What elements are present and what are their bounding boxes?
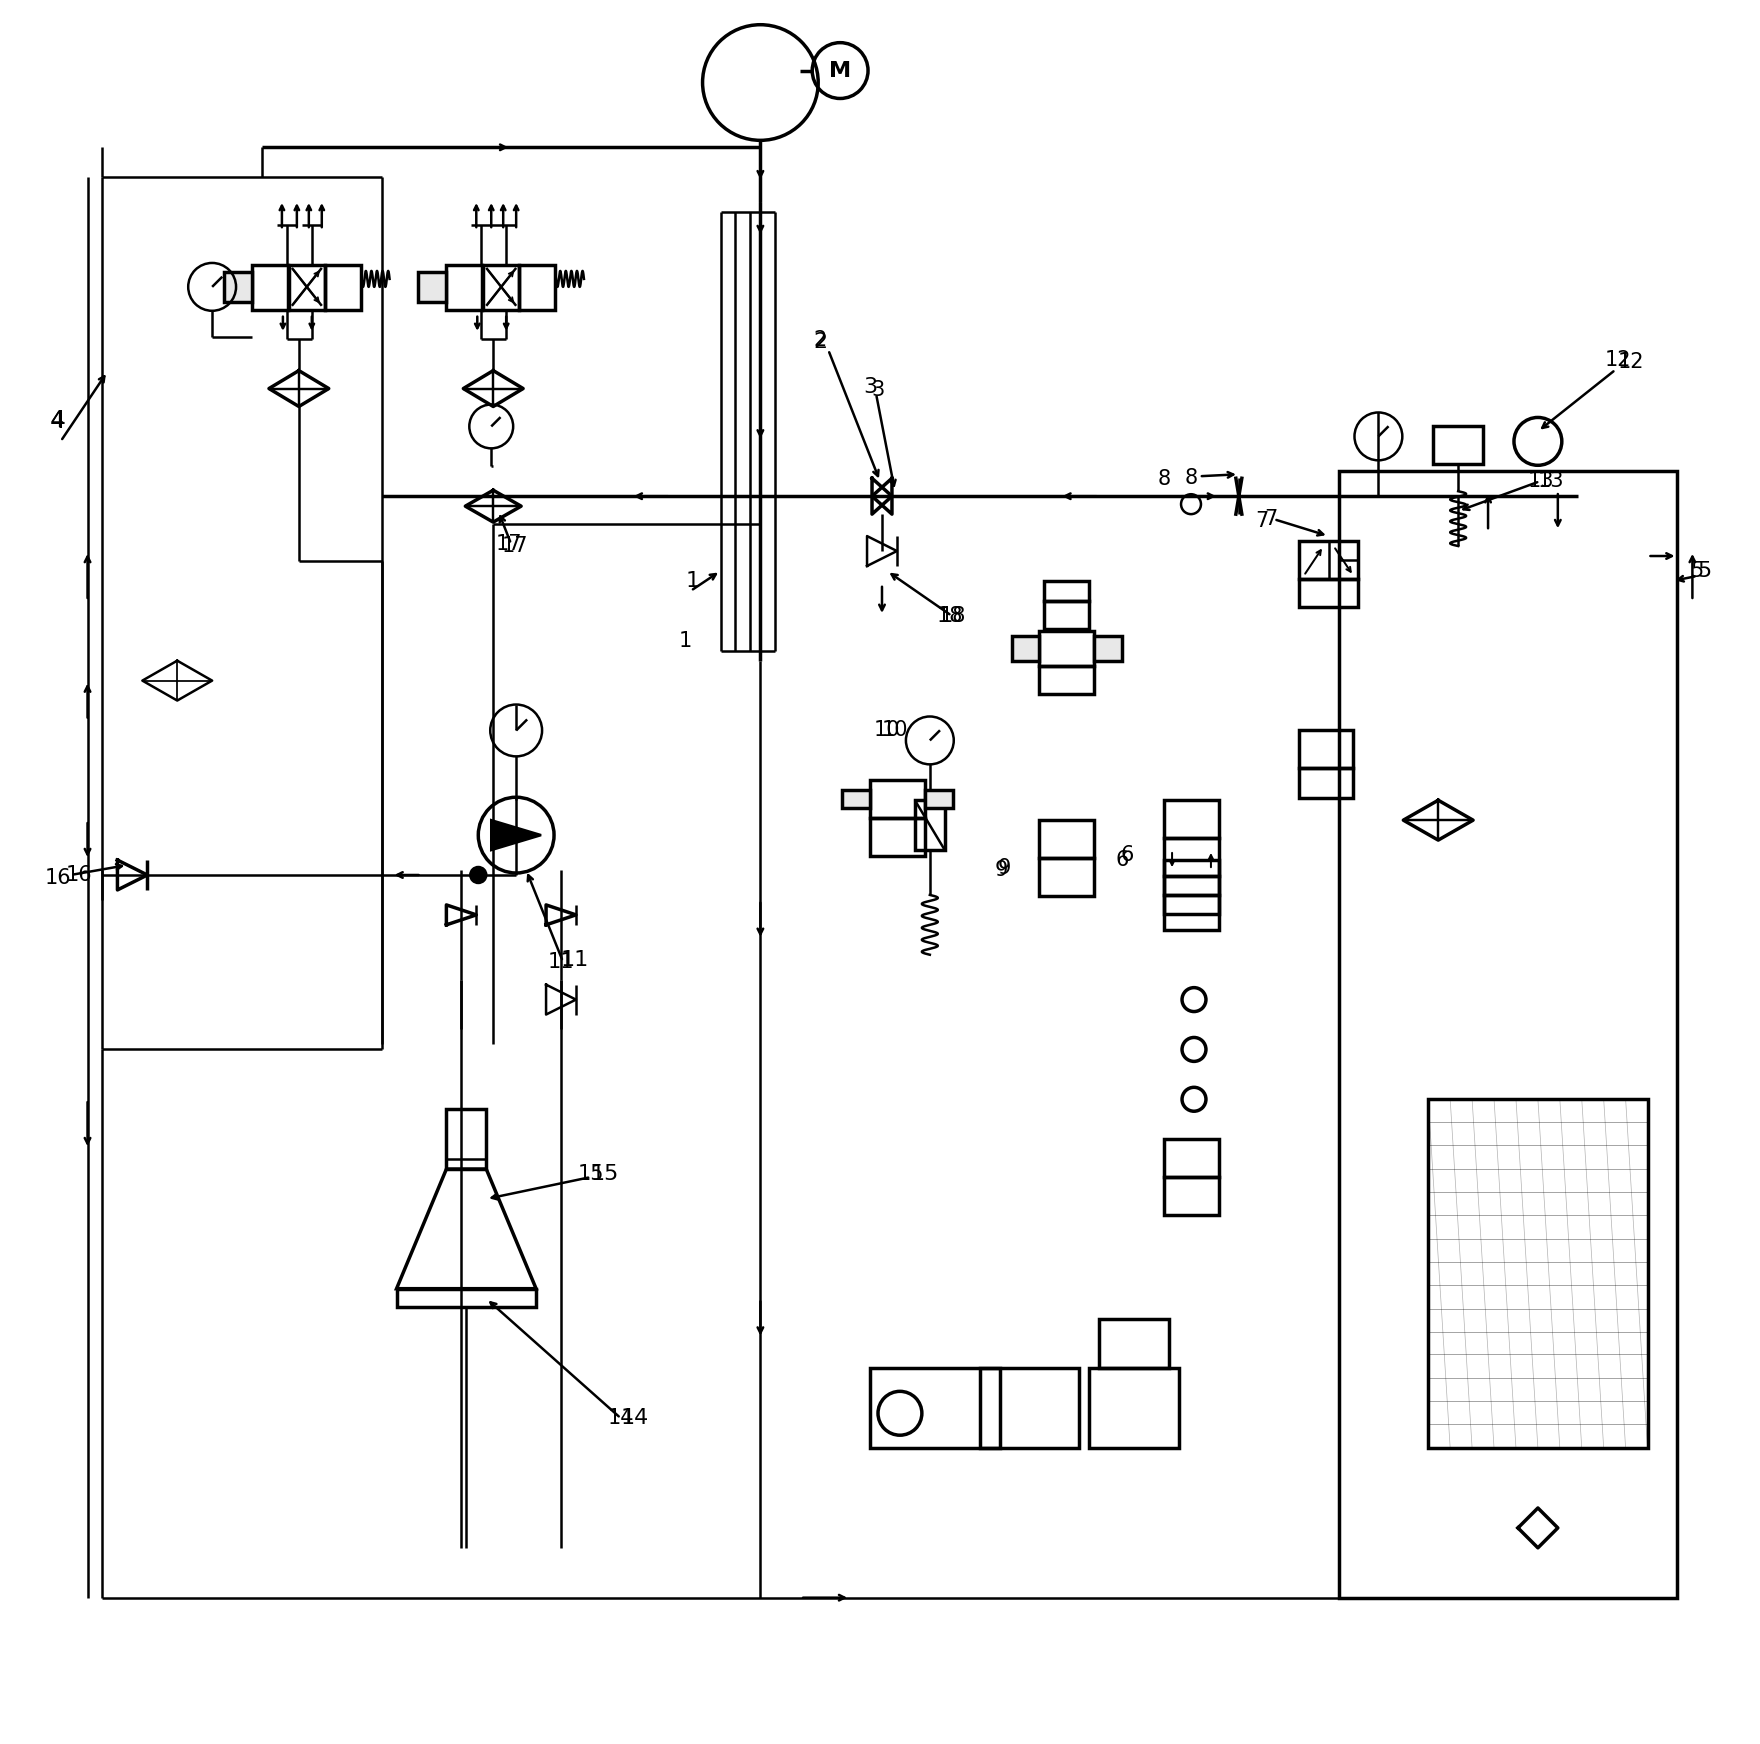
Bar [869, 780, 924, 818]
Bar [1040, 858, 1095, 896]
Bar [252, 265, 289, 310]
Bar [447, 1109, 486, 1168]
Bar [396, 1289, 537, 1306]
Text: 2: 2 [813, 330, 827, 351]
Text: 13: 13 [1538, 471, 1565, 492]
Text: 12: 12 [1605, 349, 1632, 370]
Bar [869, 818, 924, 856]
Text: 10: 10 [873, 720, 899, 741]
Text: 6: 6 [1116, 849, 1130, 870]
Bar [841, 790, 869, 807]
Text: 8: 8 [1184, 467, 1197, 488]
Bar [1163, 895, 1220, 930]
Bar [1163, 1139, 1220, 1177]
Text: 11: 11 [547, 952, 574, 971]
Text: 17: 17 [496, 534, 523, 555]
Bar [419, 272, 447, 302]
Bar [1040, 666, 1095, 694]
Text: 16: 16 [44, 869, 70, 888]
Bar [1299, 541, 1359, 579]
Bar [1339, 471, 1677, 1598]
Text: 7: 7 [1264, 509, 1278, 528]
Bar [289, 265, 326, 310]
Bar [1163, 839, 1220, 875]
Text: 1: 1 [679, 631, 692, 651]
Bar [1040, 631, 1095, 666]
Text: 2: 2 [813, 331, 827, 352]
Text: 5: 5 [1691, 562, 1704, 581]
Text: 4: 4 [51, 412, 65, 431]
Bar [1299, 769, 1353, 799]
Bar [1429, 1099, 1647, 1448]
Polygon shape [491, 820, 540, 849]
Text: 9: 9 [994, 860, 1007, 881]
Bar [519, 265, 554, 310]
Text: 15: 15 [591, 1163, 620, 1184]
Text: M: M [829, 61, 852, 80]
Bar [447, 265, 482, 310]
Bar [915, 800, 945, 849]
Bar [1299, 731, 1353, 769]
Text: 1: 1 [686, 570, 700, 591]
Text: 4: 4 [49, 410, 65, 434]
Text: 16: 16 [65, 865, 92, 884]
Text: 3: 3 [871, 380, 885, 399]
Bar [1299, 579, 1359, 607]
Bar [1095, 637, 1123, 661]
Text: 15: 15 [577, 1163, 604, 1184]
Bar [1163, 860, 1220, 895]
Text: 9: 9 [998, 858, 1012, 877]
Text: 3: 3 [862, 377, 876, 396]
Bar [869, 1369, 1000, 1448]
Text: 6: 6 [1121, 846, 1133, 865]
Bar [1433, 427, 1484, 464]
Bar [326, 265, 361, 310]
Bar [1163, 875, 1220, 914]
Text: 17: 17 [502, 535, 528, 556]
Text: 11: 11 [561, 950, 590, 970]
Text: 8: 8 [1158, 469, 1170, 490]
Bar [1163, 800, 1220, 839]
Bar [980, 1369, 1079, 1448]
Text: 18: 18 [936, 605, 963, 626]
Text: 10: 10 [882, 720, 908, 741]
Bar [224, 272, 252, 302]
Bar [484, 265, 519, 310]
Text: 12: 12 [1617, 352, 1644, 371]
Circle shape [470, 867, 486, 882]
Bar [924, 790, 952, 807]
Bar [1100, 1318, 1169, 1369]
Text: 13: 13 [1528, 471, 1554, 492]
Text: 14: 14 [607, 1407, 634, 1428]
Bar [1089, 1369, 1179, 1448]
Bar [1163, 1177, 1220, 1216]
Bar [1040, 820, 1095, 858]
Bar [1044, 581, 1089, 602]
Bar [1044, 602, 1089, 630]
Bar [1012, 637, 1040, 661]
Text: 18: 18 [940, 605, 966, 626]
Text: 5: 5 [1697, 562, 1712, 581]
Text: 7: 7 [1255, 511, 1269, 532]
Text: 14: 14 [621, 1407, 649, 1428]
